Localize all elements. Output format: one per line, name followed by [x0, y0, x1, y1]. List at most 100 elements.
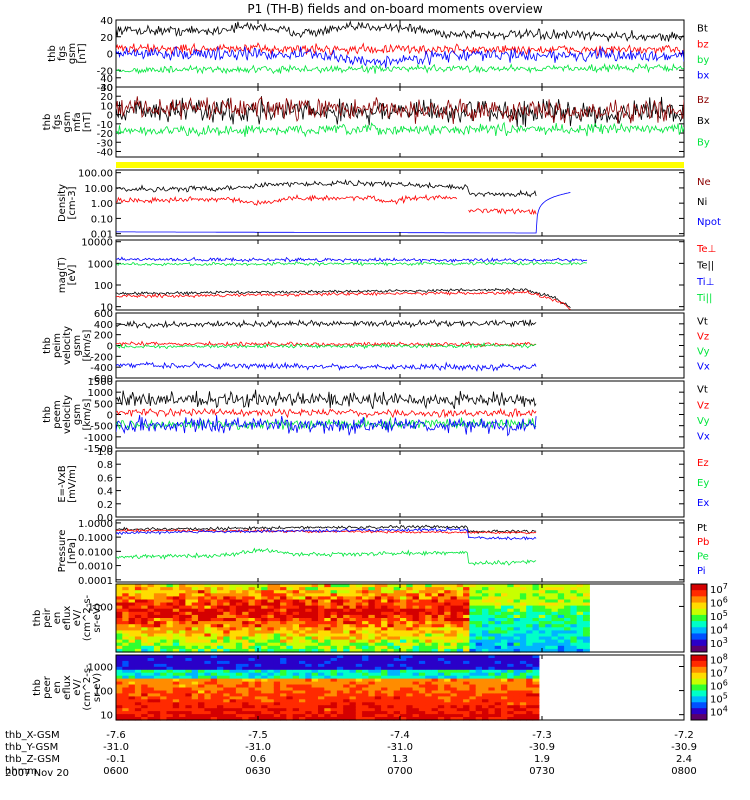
peir-spec-cell: [229, 642, 237, 647]
peir-spec-cell: [362, 605, 369, 610]
peer-spec-cell: [235, 705, 243, 709]
peer-spec-cell: [507, 714, 515, 718]
peir-spec-cell: [362, 593, 369, 597]
peir-spec-cell: [254, 587, 262, 591]
peir-spec-cell: [191, 596, 199, 601]
peir-spec-cell: [475, 590, 483, 594]
peer-spec-cell: [248, 663, 256, 668]
peer-spec-cell: [475, 708, 483, 712]
peir-spec-cell: [210, 584, 218, 588]
fgs-gsm-legend-0: Bt: [697, 24, 708, 35]
peer-spec-cell: [507, 687, 515, 692]
peir-spec-cell: [456, 621, 464, 625]
peir-spec-cell: [134, 608, 142, 613]
peir-spec-cell: [311, 611, 319, 616]
peer-spec-cell: [437, 672, 445, 677]
peir-spec-cell: [570, 605, 578, 610]
peer-spec-cell: [229, 666, 237, 671]
peir-spec-cell: [412, 584, 420, 588]
peir-spec-cell: [570, 627, 578, 631]
peir-spec-cell: [229, 636, 237, 641]
peer-spec-colorbar-cell: [691, 672, 707, 680]
peer-spec-cell: [116, 699, 123, 703]
peer-spec-cell: [261, 690, 269, 695]
peir-spec-cell: [400, 639, 407, 644]
peem-velocity-ytick-label: -500: [90, 422, 113, 433]
peir-spec-cell: [519, 645, 527, 650]
peir-spec-cell: [557, 639, 565, 644]
peir-spec-cell: [305, 639, 313, 644]
peir-spec-cell: [343, 587, 351, 591]
peer-spec-cell: [456, 687, 464, 692]
peir-spec-cell: [513, 605, 521, 610]
xaxis-value: -7.6: [106, 730, 126, 741]
peir-spec-cell: [387, 590, 395, 594]
peer-spec-cell: [406, 658, 414, 662]
peer-spec-cell: [374, 705, 382, 709]
peir-spec-cell: [299, 587, 306, 591]
peer-spec-cell: [229, 711, 237, 715]
peir-spec-cell: [191, 608, 199, 613]
peer-spec-cell: [425, 666, 433, 671]
peer-spec-cell: [387, 660, 395, 665]
peir-spec-cell: [299, 624, 306, 628]
peir-spec-cell: [551, 602, 559, 607]
peir-spec-cell: [273, 596, 281, 601]
peer-spec-cell: [318, 681, 325, 686]
peer-spec-cell: [406, 705, 414, 709]
peer-spec-cell: [406, 678, 414, 683]
peir-spec-cell: [456, 596, 464, 601]
peir-spec-cell: [381, 633, 388, 638]
peim-velocity-series-group: [116, 318, 537, 372]
peir-spec-cell: [393, 636, 401, 641]
peer-spec-cell: [513, 693, 521, 697]
peir-spec-cell: [267, 624, 275, 628]
peir-spec-cell: [570, 642, 578, 647]
peir-spec-cell: [425, 639, 433, 644]
peer-spec-cell: [437, 675, 445, 680]
peir-spec-cell: [318, 636, 325, 641]
peir-spec-cell: [450, 599, 458, 604]
peer-spec-cell: [330, 717, 338, 721]
peir-spec-cell: [450, 621, 458, 625]
peir-spec-cell: [387, 630, 395, 635]
peer-spec-cell: [128, 711, 136, 715]
peer-spec-cell: [273, 705, 281, 709]
peer-spec-cell: [286, 666, 294, 671]
pressure-legend-0: Pt: [697, 523, 707, 534]
peer-spec-cell: [501, 675, 508, 680]
peer-spec-cell: [128, 655, 136, 659]
peer-spec-ytick-label: 1000: [88, 662, 113, 673]
peir-spec-cell: [254, 614, 262, 619]
peer-spec-cell: [349, 666, 357, 671]
peir-spec-cell: [551, 611, 559, 616]
peer-spec-cell: [254, 702, 262, 706]
peir-spec-cell: [324, 618, 332, 622]
peir-spec-cell: [425, 624, 433, 628]
peir-spec-cell: [128, 614, 136, 619]
peir-spec-cell: [248, 624, 256, 628]
peer-spec-cell: [229, 705, 237, 709]
peer-spec-cell: [425, 660, 433, 665]
peir-spec-cell: [160, 605, 168, 610]
peer-spec-cell: [166, 705, 174, 709]
peir-spec-cell: [387, 621, 395, 625]
peer-spec-cell: [254, 684, 262, 689]
peir-spec-cell: [311, 614, 319, 619]
peim-velocity-ytick-label: -400: [90, 363, 113, 374]
peir-spec-cell: [387, 602, 395, 607]
peir-spec-cell: [362, 633, 369, 638]
peir-spec-cell: [437, 645, 445, 650]
peer-spec-cell: [292, 687, 300, 692]
peir-spec-cell: [305, 642, 313, 647]
peer-spec-cell: [494, 702, 502, 706]
peir-spec-cell: [223, 639, 231, 644]
peer-spec-cell: [444, 660, 452, 665]
peer-spec-cell: [141, 678, 149, 683]
peir-spec-cell: [223, 627, 231, 631]
peir-spec-cell: [387, 587, 395, 591]
peir-spec-cell: [469, 614, 477, 619]
peer-spec-colorbar-label: 105: [710, 692, 728, 706]
peer-spec-cell: [198, 655, 205, 659]
